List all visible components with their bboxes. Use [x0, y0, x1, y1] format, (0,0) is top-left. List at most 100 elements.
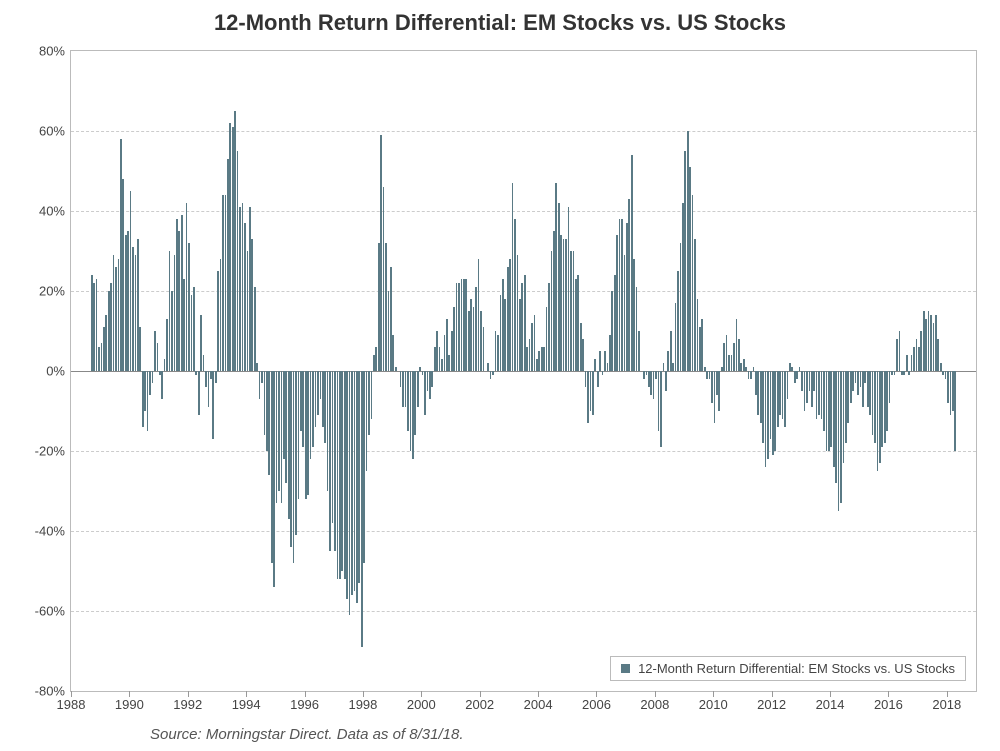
- data-bar: [879, 371, 881, 463]
- data-bar: [626, 223, 628, 371]
- data-bar: [127, 231, 129, 371]
- data-bar: [259, 371, 261, 399]
- data-bar: [108, 291, 110, 371]
- data-bar: [541, 347, 543, 371]
- data-bar: [738, 339, 740, 371]
- data-bar: [869, 371, 871, 415]
- data-bar: [186, 203, 188, 371]
- data-bar: [161, 371, 163, 399]
- data-bar: [609, 335, 611, 371]
- data-bar: [290, 371, 292, 547]
- data-bar: [210, 371, 212, 379]
- data-bar: [952, 371, 954, 411]
- data-bar: [105, 315, 107, 371]
- data-bar: [755, 371, 757, 395]
- data-bar: [818, 371, 820, 415]
- data-bar: [302, 371, 304, 447]
- data-bar: [602, 371, 604, 375]
- data-bar: [169, 251, 171, 371]
- data-bar: [621, 219, 623, 371]
- data-bar: [407, 371, 409, 431]
- data-bar: [587, 371, 589, 423]
- data-bar: [529, 339, 531, 371]
- data-bar: [178, 231, 180, 371]
- data-bar: [619, 219, 621, 371]
- data-bar: [271, 371, 273, 563]
- data-bar: [813, 371, 815, 391]
- x-tick-label: 1994: [232, 697, 261, 712]
- data-bar: [750, 371, 752, 379]
- x-tick-label: 2000: [407, 697, 436, 712]
- data-bar: [144, 371, 146, 411]
- data-bar: [631, 155, 633, 371]
- data-bar: [217, 271, 219, 371]
- data-bar: [139, 327, 141, 371]
- x-tick-label: 2006: [582, 697, 611, 712]
- data-bar: [264, 371, 266, 435]
- y-tick-label: 40%: [39, 204, 65, 219]
- data-bar: [701, 319, 703, 371]
- data-bar: [594, 359, 596, 371]
- y-tick-label: 60%: [39, 124, 65, 139]
- data-bar: [444, 335, 446, 371]
- data-bar: [857, 371, 859, 395]
- data-bar: [531, 323, 533, 371]
- data-bar: [266, 371, 268, 451]
- data-bar: [950, 371, 952, 415]
- data-bar: [830, 371, 832, 447]
- data-bar: [215, 371, 217, 383]
- data-bar: [273, 371, 275, 587]
- data-bar: [726, 335, 728, 371]
- data-bar: [877, 371, 879, 471]
- data-bar: [743, 359, 745, 371]
- data-bar: [212, 371, 214, 439]
- data-bar: [660, 371, 662, 447]
- data-bar: [928, 311, 930, 371]
- data-bar: [115, 267, 117, 371]
- data-bar: [278, 371, 280, 491]
- data-bar: [337, 371, 339, 579]
- data-bar: [740, 363, 742, 371]
- data-bar: [509, 259, 511, 371]
- data-bar: [794, 371, 796, 383]
- data-bar: [436, 331, 438, 371]
- data-bar: [555, 183, 557, 371]
- data-bar: [714, 371, 716, 423]
- data-bar: [332, 371, 334, 523]
- data-bar: [395, 367, 397, 371]
- data-bar: [417, 371, 419, 407]
- data-bar: [256, 363, 258, 371]
- data-bar: [558, 203, 560, 371]
- data-bar: [954, 371, 956, 451]
- y-tick-label: -60%: [35, 604, 65, 619]
- data-bar: [507, 267, 509, 371]
- data-bar: [923, 311, 925, 371]
- data-bar: [351, 371, 353, 595]
- data-bar: [298, 371, 300, 499]
- x-tick-label: 2012: [757, 697, 786, 712]
- data-bar: [753, 367, 755, 371]
- data-bar: [677, 271, 679, 371]
- data-bar: [762, 371, 764, 443]
- data-bar: [205, 371, 207, 387]
- data-bar: [149, 371, 151, 395]
- data-bar: [422, 371, 424, 375]
- data-bar: [174, 255, 176, 371]
- data-bar: [772, 371, 774, 455]
- data-bar: [864, 371, 866, 383]
- data-bar: [120, 139, 122, 371]
- data-bar: [777, 371, 779, 427]
- y-tick-label: 80%: [39, 44, 65, 59]
- plot-area: 12-Month Return Differential: EM Stocks …: [70, 50, 977, 692]
- data-bar: [424, 371, 426, 415]
- data-bar: [684, 151, 686, 371]
- data-bar: [232, 127, 234, 371]
- data-bar: [339, 371, 341, 579]
- data-bar: [860, 371, 862, 387]
- data-bar: [473, 307, 475, 371]
- data-bar: [806, 371, 808, 403]
- data-bar: [920, 331, 922, 371]
- data-bar: [779, 371, 781, 415]
- data-bar: [809, 371, 811, 391]
- data-bar: [142, 371, 144, 427]
